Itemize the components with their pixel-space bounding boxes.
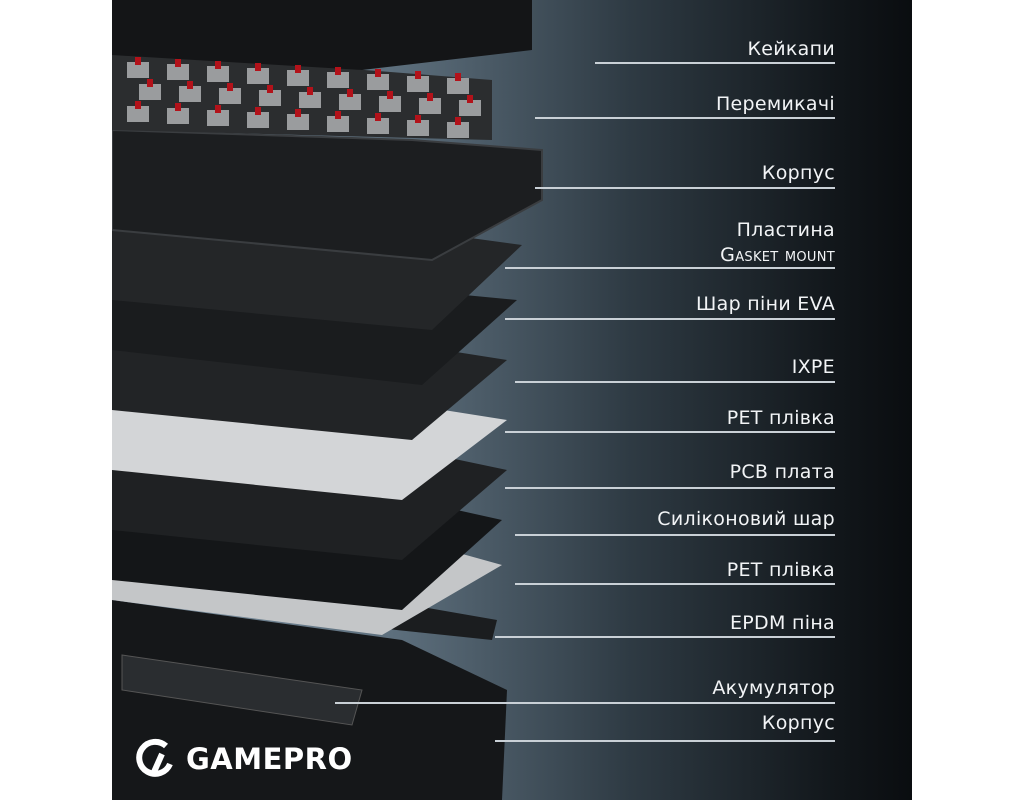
leader-line-pet-film-1 (505, 431, 835, 433)
switch-stem (455, 117, 461, 125)
switch-housing (287, 114, 309, 130)
switch-stem (307, 87, 313, 95)
switch-housing (367, 74, 389, 90)
switch-housing (127, 62, 149, 78)
label-switches: Перемикачі (715, 93, 835, 115)
switch-housing (167, 64, 189, 80)
switch-housing (219, 88, 241, 104)
switch-housing (127, 106, 149, 122)
leader-line-epdm (495, 636, 835, 638)
label-keycaps: Кейкапи (747, 38, 835, 60)
switch-stems (127, 57, 481, 138)
brand-name: GAMEPRO (186, 742, 353, 776)
leader-line-battery (335, 702, 835, 704)
switch-housing (367, 118, 389, 134)
switch-stem (175, 103, 181, 111)
leader-line-case-top (535, 187, 835, 189)
label-battery: Акумулятор (712, 677, 835, 699)
switch-stem (375, 69, 381, 77)
switch-stem (267, 85, 273, 93)
switch-housing (379, 96, 401, 112)
switch-stem (415, 115, 421, 123)
switch-stem (227, 83, 233, 91)
label-pet-film-2: PET плівка (726, 559, 835, 581)
switch-stem (347, 89, 353, 97)
switch-housing (407, 120, 429, 136)
switch-housing (247, 68, 269, 84)
switch-housing (139, 84, 161, 100)
switch-stem (427, 93, 433, 101)
switch-stem (467, 95, 473, 103)
layer-battery (121, 654, 363, 726)
switch-stem (335, 67, 341, 75)
switch-housing (459, 100, 481, 116)
switch-stem (415, 71, 421, 79)
switch-housing (179, 86, 201, 102)
switch-housing (207, 110, 229, 126)
brand-logo: GAMEPRO (136, 738, 353, 780)
label-plate-line2: Gasket mount (720, 244, 835, 266)
switch-housing (419, 98, 441, 114)
gamepro-logo-icon (136, 738, 173, 777)
leader-line-pet-film-2 (515, 583, 835, 585)
leader-line-eva-foam (505, 318, 835, 320)
label-case-bottom: Корпус (761, 712, 835, 734)
label-case-top: Корпус (761, 162, 835, 184)
switch-stem (375, 113, 381, 121)
label-eva-foam: Шар піни EVA (696, 293, 835, 315)
leader-line-pcb (505, 487, 835, 489)
switch-stem (455, 73, 461, 81)
label-pcb: PCB плата (729, 461, 835, 483)
label-pet-film-1: PET плівка (726, 407, 835, 429)
switch-housing (327, 116, 349, 132)
layer-case-top (112, 128, 543, 262)
switch-housing (287, 70, 309, 86)
exploded-keyboard-diagram: Кейкапи Перемикачі Корпус Пластина Gaske… (112, 0, 912, 800)
switch-housing (339, 94, 361, 110)
leader-line-case-bottom (495, 740, 835, 742)
switch-stem (147, 79, 153, 87)
switch-housing (259, 90, 281, 106)
switch-stem (335, 111, 341, 119)
switch-stem (387, 91, 393, 99)
switch-stem (187, 81, 193, 89)
switch-housing (447, 122, 469, 138)
switch-stem (135, 101, 141, 109)
switch-housing (207, 66, 229, 82)
leader-line-plate (505, 267, 835, 269)
switch-housing (247, 112, 269, 128)
switch-housing (299, 92, 321, 108)
switch-stem (175, 59, 181, 67)
label-ixpe: IXPE (791, 356, 835, 378)
switch-stem (295, 109, 301, 117)
leader-line-switches (535, 117, 835, 119)
switch-housing (407, 76, 429, 92)
keyboard-layers-art (112, 0, 543, 800)
layer-keycaps (112, 0, 532, 70)
leader-line-keycaps (595, 62, 835, 64)
switch-stem (215, 61, 221, 69)
leader-line-ixpe (515, 381, 835, 383)
switch-stem (255, 107, 261, 115)
switch-housing (167, 108, 189, 124)
switch-stem (255, 63, 261, 71)
label-epdm: EPDM піна (730, 612, 835, 634)
switch-stem (215, 105, 221, 113)
label-silicone: Силіконовий шар (657, 508, 835, 530)
switch-housing (327, 72, 349, 88)
switch-stem (135, 57, 141, 65)
switch-housing (447, 78, 469, 94)
label-plate: Пластина (736, 219, 835, 241)
switch-stem (295, 65, 301, 73)
leader-line-silicone (515, 534, 835, 536)
